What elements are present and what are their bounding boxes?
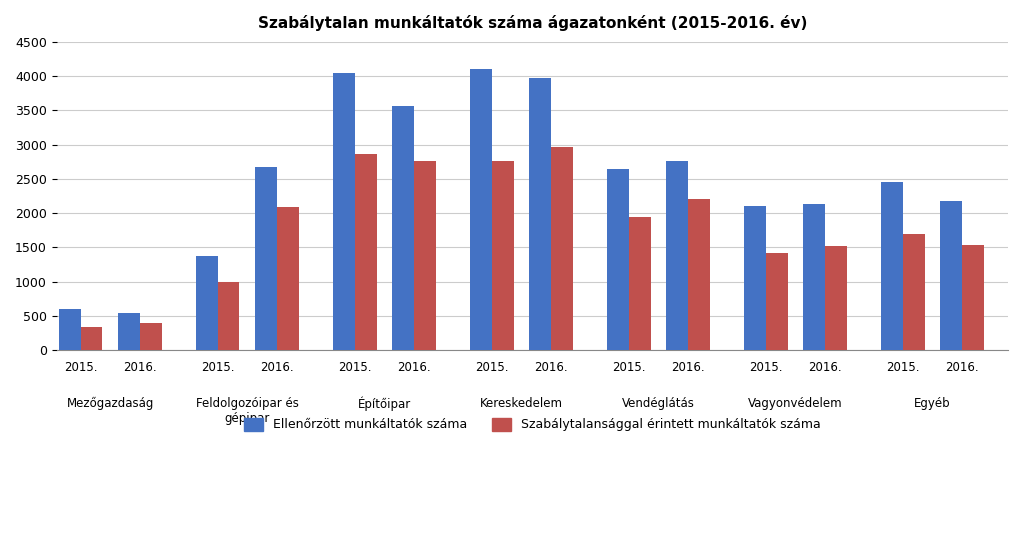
Bar <box>332 74 355 350</box>
Bar <box>803 204 826 350</box>
Bar <box>666 161 688 350</box>
Bar <box>255 166 277 350</box>
Bar <box>688 200 710 350</box>
Bar <box>277 207 299 350</box>
Bar <box>551 147 573 350</box>
Bar <box>963 244 984 350</box>
Bar <box>881 181 903 350</box>
Bar <box>744 206 766 350</box>
Bar <box>140 324 162 350</box>
Bar <box>58 309 81 350</box>
Text: Kereskedelem: Kereskedelem <box>480 397 563 410</box>
Bar <box>607 169 629 350</box>
Bar <box>492 161 514 350</box>
Text: Vagyonvédelem: Vagyonvédelem <box>748 397 843 410</box>
Text: Vendéglátás: Vendéglátás <box>622 397 695 410</box>
Text: Egyéb: Egyéb <box>915 397 951 410</box>
Bar <box>355 154 376 350</box>
Bar <box>826 246 847 350</box>
Text: Feldolgozóipar és
gépipar: Feldolgozóipar és gépipar <box>195 397 299 425</box>
Bar <box>940 201 963 350</box>
Bar <box>414 161 436 350</box>
Bar <box>218 281 239 350</box>
Bar <box>195 255 218 350</box>
Bar <box>766 253 788 350</box>
Text: Építőipar: Építőipar <box>358 397 411 411</box>
Bar <box>903 234 925 350</box>
Bar <box>392 106 414 350</box>
Title: Szabálytalan munkáltatók száma ágazatonként (2015-2016. év): Szabálytalan munkáltatók száma ágazatonk… <box>258 15 807 31</box>
Bar <box>529 77 551 350</box>
Text: Mezőgazdaság: Mezőgazdaság <box>66 397 153 410</box>
Bar <box>470 69 492 350</box>
Bar <box>629 217 651 350</box>
Bar <box>118 313 140 350</box>
Bar <box>81 327 102 350</box>
Legend: Ellenőrzött munkáltatók száma, Szabálytalansággal érintett munkáltatók száma: Ellenőrzött munkáltatók száma, Szabályta… <box>239 413 826 436</box>
